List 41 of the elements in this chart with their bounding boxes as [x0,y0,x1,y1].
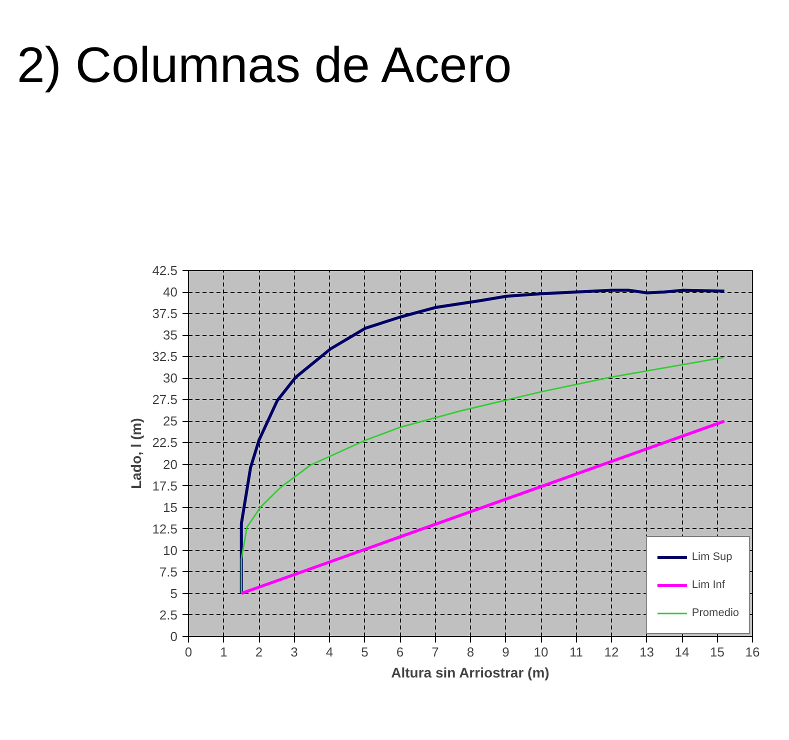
y-tick-label: 35 [163,328,178,343]
y-tick-label: 0 [170,629,178,644]
y-tick-label: 20 [163,456,178,472]
chart-title: 2) Columnas de Acero [17,36,512,95]
x-tick-label: 6 [396,644,404,660]
y-tick-label: 32.5 [152,349,178,364]
x-tick-label: 1 [220,644,228,660]
x-tick-label: 2 [255,644,263,660]
x-axis-title: Altura sin Arriostrar (m) [391,664,550,680]
legend-label: Lim Sup [692,551,732,563]
y-tick-label: 42.5 [152,263,178,278]
x-tick-label: 0 [184,644,192,660]
x-tick-label: 14 [674,644,690,660]
y-tick-label: 15 [163,500,178,515]
x-tick-label: 3 [290,644,298,660]
x-tick-label: 13 [640,644,654,660]
x-tick-label: 8 [466,644,474,660]
y-tick-label: 7.5 [159,564,178,580]
x-tick-label: 5 [361,644,368,660]
y-tick-label: 2.5 [159,607,178,622]
y-tick-label: 30 [163,370,178,386]
y-axis-title: Lado, l (m) [128,418,144,489]
legend-label: Promedio [692,607,739,619]
x-tick-label: 7 [432,644,439,660]
x-tick-label: 15 [710,644,724,660]
y-tick-label: 27.5 [152,392,178,408]
x-tick-label: 4 [326,644,334,660]
y-tick-label: 22.5 [152,435,178,450]
y-tick-label: 12.5 [152,521,178,536]
x-tick-label: 10 [534,644,548,660]
y-tick-label: 10 [163,542,178,558]
x-tick-label: 12 [604,644,619,660]
x-tick-label: 16 [745,644,760,660]
legend-label: Lim Inf [692,579,725,591]
y-tick-label: 25 [163,414,178,429]
x-tick-label: 11 [570,644,583,660]
x-tick-label: 9 [502,644,510,660]
y-tick-label: 40 [163,284,178,300]
y-tick-label: 37.5 [152,306,178,322]
y-tick-label: 17.5 [152,478,178,494]
y-tick-label: 5 [170,586,178,601]
